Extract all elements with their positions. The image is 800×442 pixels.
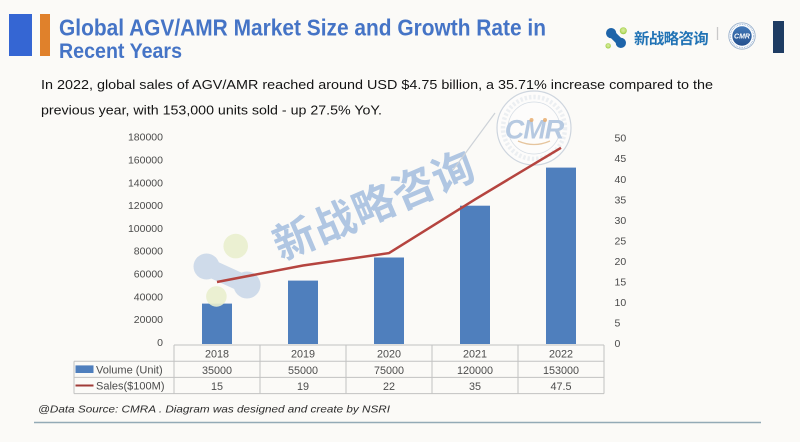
svg-text:19: 19: [297, 381, 309, 393]
svg-text:50: 50: [615, 133, 627, 145]
svg-text:0: 0: [157, 337, 163, 349]
svg-text:CMR: CMR: [734, 34, 750, 41]
svg-text:120000: 120000: [457, 365, 493, 377]
svg-text:55000: 55000: [288, 365, 318, 377]
svg-text:Sales($100M): Sales($100M): [96, 381, 164, 393]
svg-text:In 2022, global sales of AGV/A: In 2022, global sales of AGV/AMR reached…: [41, 77, 713, 92]
svg-text:25: 25: [615, 235, 627, 247]
svg-text:15: 15: [615, 277, 627, 289]
svg-text:2018: 2018: [205, 349, 229, 361]
svg-text:100000: 100000: [128, 223, 163, 235]
svg-text:30: 30: [615, 215, 627, 227]
svg-text:140000: 140000: [128, 177, 163, 189]
svg-text:35: 35: [615, 194, 627, 206]
svg-text:45: 45: [615, 153, 627, 165]
svg-text:2021: 2021: [463, 349, 487, 361]
svg-text:180000: 180000: [128, 132, 163, 144]
svg-text:47.5: 47.5: [550, 381, 571, 393]
svg-text:Recent Years: Recent Years: [59, 40, 182, 63]
svg-text:75000: 75000: [374, 365, 404, 377]
svg-text:@Data Source: CMRA . Diagram: @Data Source: CMRA . Diagram was designe…: [38, 405, 390, 416]
svg-text:35: 35: [469, 381, 481, 393]
svg-text:previous year, with 153,000 un: previous year, with 153,000 units sold -…: [41, 103, 382, 118]
svg-text:CMR: CMR: [505, 115, 565, 145]
svg-text:20000: 20000: [134, 314, 163, 326]
svg-text:Volume (Unit): Volume (Unit): [96, 365, 163, 377]
svg-text:10: 10: [615, 297, 627, 309]
svg-text:0: 0: [615, 338, 621, 350]
svg-text:15: 15: [211, 381, 223, 393]
svg-text:22: 22: [383, 381, 395, 393]
svg-text:2019: 2019: [291, 349, 315, 361]
svg-text:153000: 153000: [543, 365, 579, 377]
svg-text:40000: 40000: [134, 291, 163, 303]
svg-text:Global AGV/AMR Market Size and: Global AGV/AMR Market Size and Growth Ra…: [59, 15, 546, 41]
svg-text:2020: 2020: [377, 349, 401, 361]
svg-text:2022: 2022: [549, 349, 573, 361]
svg-text:35000: 35000: [202, 365, 232, 377]
svg-text:80000: 80000: [134, 246, 163, 258]
svg-text:120000: 120000: [128, 200, 163, 212]
svg-text:160000: 160000: [128, 155, 163, 167]
svg-text:5: 5: [615, 318, 621, 330]
svg-text:40: 40: [615, 174, 627, 186]
svg-text:20: 20: [615, 256, 627, 268]
svg-text:60000: 60000: [134, 269, 163, 281]
